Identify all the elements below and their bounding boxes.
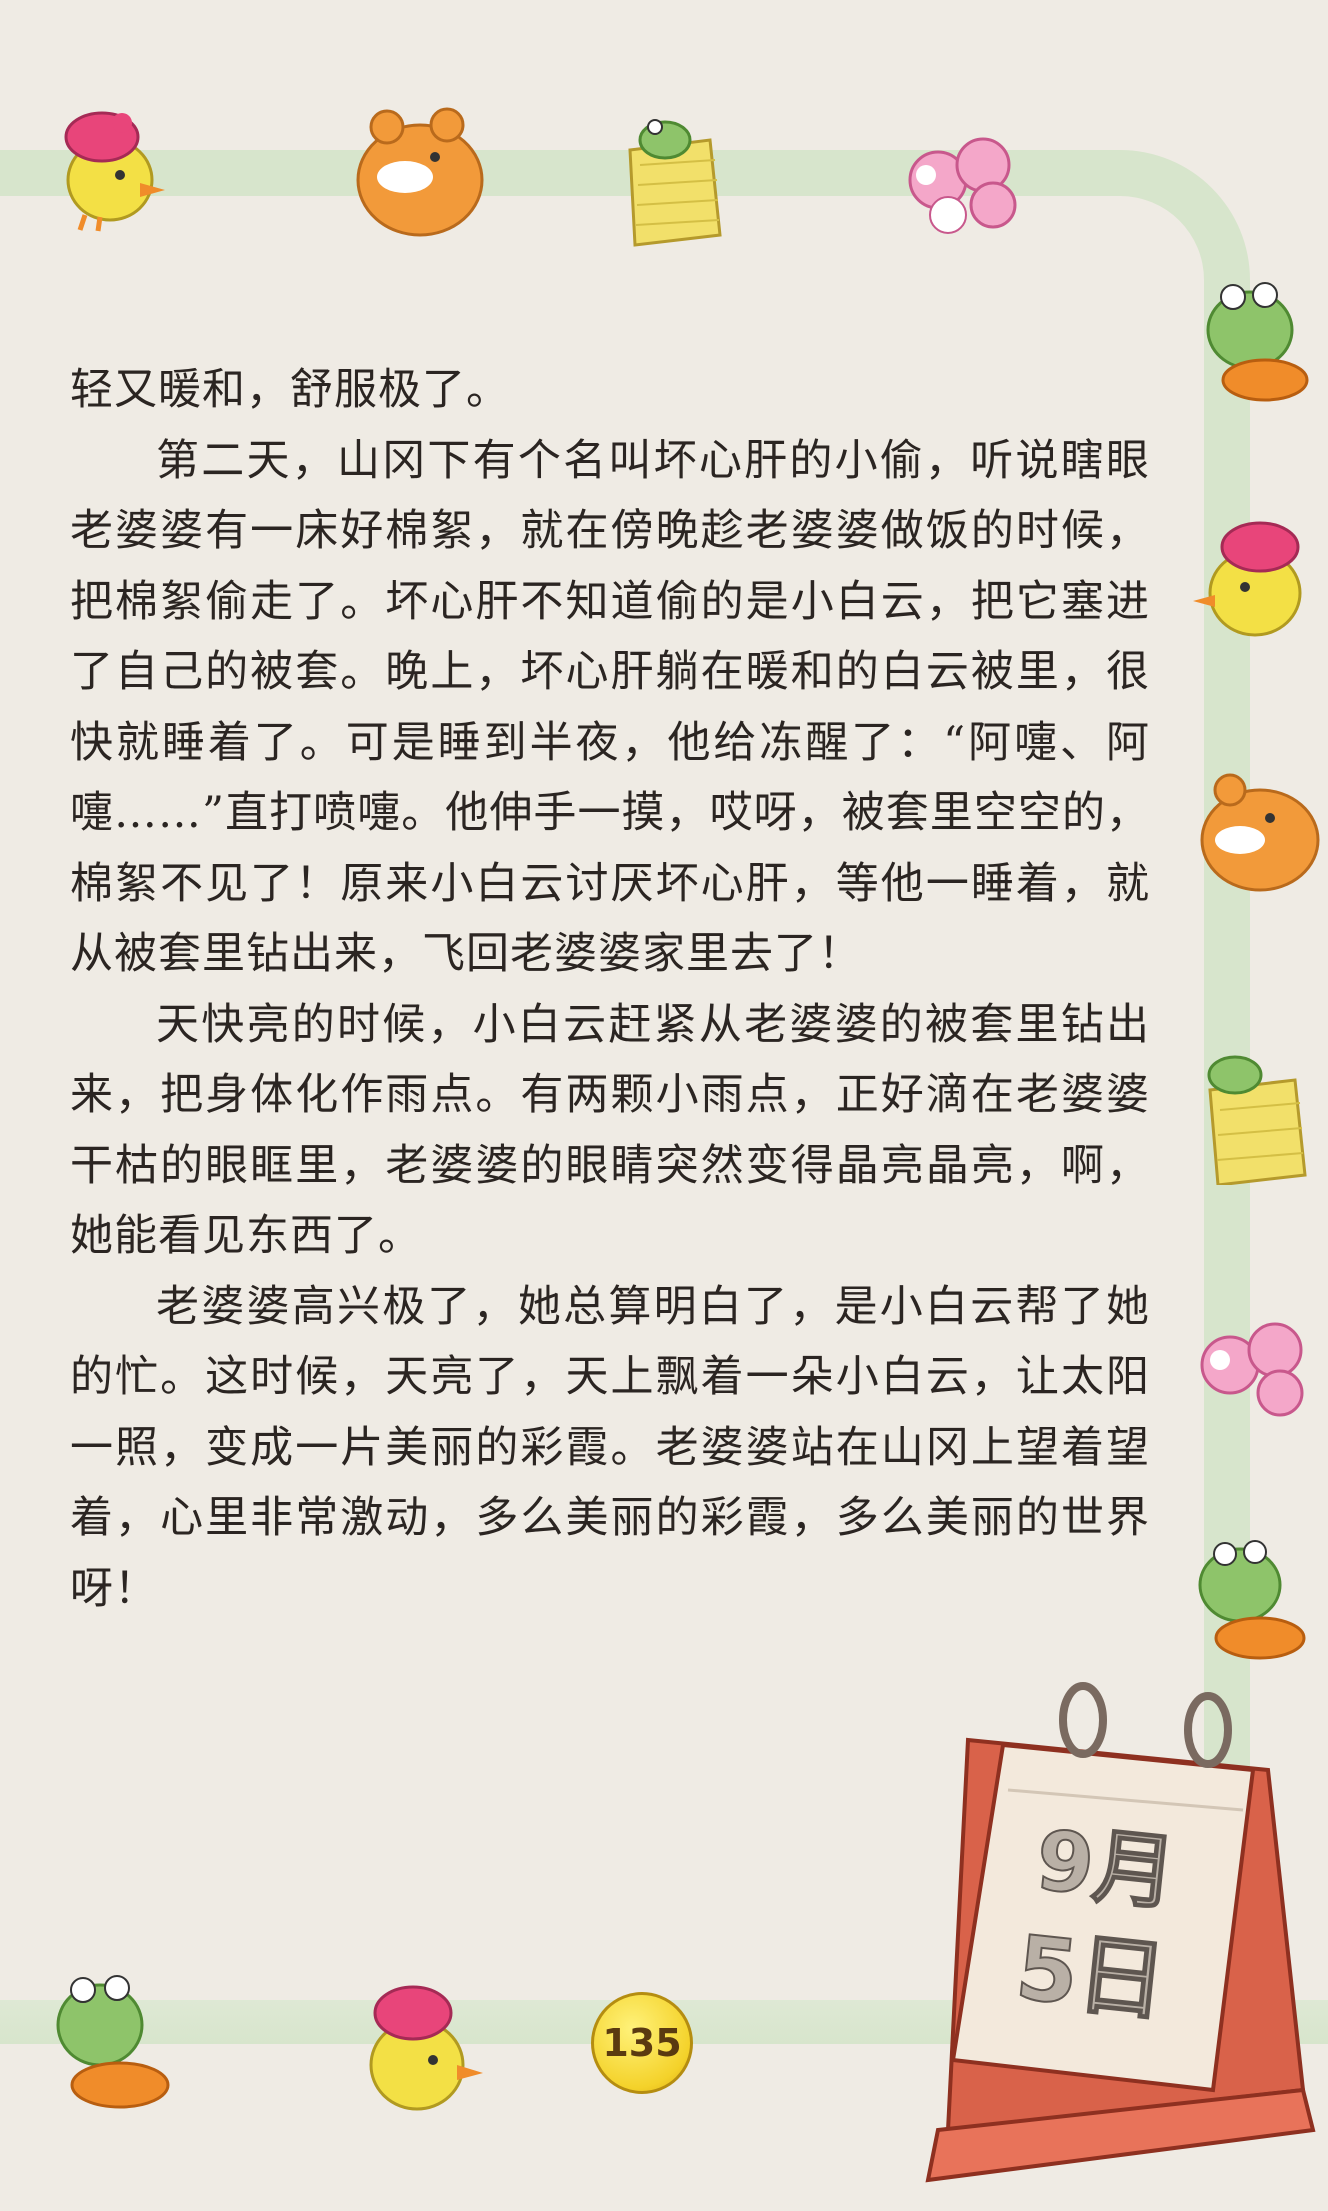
- frog-bag-icon: [1207, 1055, 1307, 1185]
- chick-icon: [369, 1985, 483, 2111]
- paragraph-4: 老婆婆高兴极了，她总算明白了，是小白云帮了她的忙。这时候，天亮了，天上飘着一朵小…: [70, 1281, 1150, 1614]
- frog-icon: [1206, 282, 1309, 402]
- bear-icon: [356, 107, 484, 237]
- bear-icon: [1200, 773, 1320, 892]
- pink-flower-icon: [1200, 1322, 1304, 1417]
- story-text: 轻又暖和，舒服极了。 第二天，山冈下有个名叫坏心肝的小偷，听说瞎眼老婆婆有一床好…: [70, 355, 1150, 1624]
- frog-icon: [56, 1975, 170, 2109]
- chick-icon: [64, 111, 165, 232]
- frog-icon: [1198, 1540, 1306, 1660]
- paragraph-1: 轻又暖和，舒服极了。: [70, 365, 510, 415]
- page-number-badge: 135: [591, 1992, 693, 2094]
- frog-bag-icon: [628, 119, 722, 247]
- paragraph-2: 第二天，山冈下有个名叫坏心肝的小偷，听说瞎眼老婆婆有一床好棉絮，就在傍晚趁老婆婆…: [70, 435, 1150, 980]
- chick-icon: [1193, 521, 1302, 637]
- dated-calendar-icon: 9月 5日: [925, 1682, 1316, 2183]
- calendar-day: 5日: [1012, 1916, 1171, 2034]
- calendar-month: 9月: [1032, 1813, 1180, 1922]
- pink-flower-icon: [908, 137, 1017, 234]
- paragraph-3: 天快亮的时候，小白云赶紧从老婆婆的被套里钻出来，把身体化作雨点。有两颗小雨点，正…: [70, 999, 1150, 1262]
